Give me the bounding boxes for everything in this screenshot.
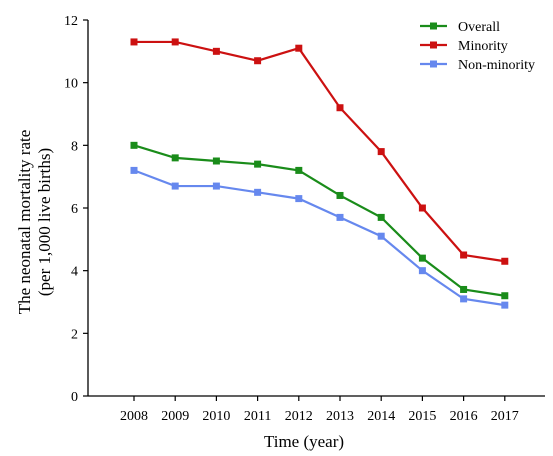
data-point — [418, 254, 426, 262]
y-axis-title-line-2: (per 1,000 live births) — [35, 148, 54, 296]
series-group — [130, 38, 509, 309]
legend: Overall Minority Non-minority — [420, 20, 535, 73]
data-point — [254, 160, 262, 168]
x-tick-label: 2011 — [244, 409, 271, 424]
data-point — [377, 213, 385, 221]
series-overall — [130, 141, 509, 300]
x-ticks: 2008 2009 2010 2011 2012 2013 2014 2015 2016 2017 — [120, 396, 519, 424]
legend-item: Non-minority — [420, 58, 535, 73]
y-tick-label: 2 — [71, 327, 78, 342]
y-ticks: 0 2 4 6 8 10 12 — [64, 14, 88, 405]
legend-swatch-marker — [430, 60, 437, 68]
data-point — [254, 57, 262, 65]
data-point — [171, 182, 179, 190]
data-point — [130, 141, 138, 149]
data-point — [171, 154, 179, 162]
y-tick-label: 12 — [64, 14, 78, 29]
data-point — [377, 232, 385, 240]
data-point — [460, 285, 468, 293]
legend-label: Overall — [458, 20, 500, 35]
legend-item: Overall — [420, 20, 500, 35]
data-point — [130, 166, 138, 174]
data-point — [501, 292, 509, 300]
x-tick-label: 2012 — [285, 409, 313, 424]
y-tick-label: 8 — [71, 139, 78, 154]
legend-swatch-marker — [430, 22, 437, 30]
series-non-minority — [130, 166, 509, 309]
data-point — [501, 301, 509, 309]
legend-item: Minority — [420, 39, 508, 54]
x-tick-label: 2008 — [120, 409, 148, 424]
data-point — [130, 38, 138, 46]
data-point — [460, 251, 468, 259]
series-line — [133, 144, 505, 297]
data-point — [212, 182, 220, 190]
legend-label: Minority — [458, 39, 508, 54]
data-point — [171, 38, 179, 46]
y-axis-title: The neonatal mortality rate (per 1,000 l… — [15, 130, 54, 315]
data-point — [336, 104, 344, 112]
series-minority — [130, 38, 509, 265]
axes — [87, 20, 545, 397]
x-tick-label: 2016 — [450, 409, 478, 424]
y-tick-label: 0 — [71, 390, 78, 405]
x-tick-label: 2013 — [326, 409, 354, 424]
data-point — [212, 157, 220, 165]
data-point — [212, 47, 220, 55]
y-tick-label: 10 — [64, 77, 78, 92]
x-tick-label: 2009 — [161, 409, 189, 424]
x-tick-label: 2014 — [367, 409, 395, 424]
x-tick-label: 2015 — [408, 409, 436, 424]
data-point — [295, 195, 303, 203]
y-axis-title-line-1: The neonatal mortality rate — [15, 130, 34, 315]
legend-label: Non-minority — [458, 58, 535, 73]
data-point — [418, 204, 426, 212]
y-tick-label: 4 — [71, 265, 78, 280]
series-line — [134, 40, 505, 263]
series-line — [133, 169, 505, 307]
y-tick-label: 6 — [71, 202, 78, 217]
data-point — [336, 213, 344, 221]
data-point — [460, 295, 468, 303]
data-point — [377, 148, 385, 156]
legend-swatch-marker — [430, 41, 437, 49]
data-point — [254, 188, 262, 196]
data-point — [501, 257, 509, 265]
data-point — [418, 267, 426, 275]
x-tick-label: 2017 — [491, 409, 519, 424]
data-point — [295, 44, 303, 52]
x-axis-title: Time (year) — [264, 432, 344, 451]
data-point — [295, 166, 303, 174]
x-tick-label: 2010 — [202, 409, 230, 424]
data-point — [336, 191, 344, 199]
